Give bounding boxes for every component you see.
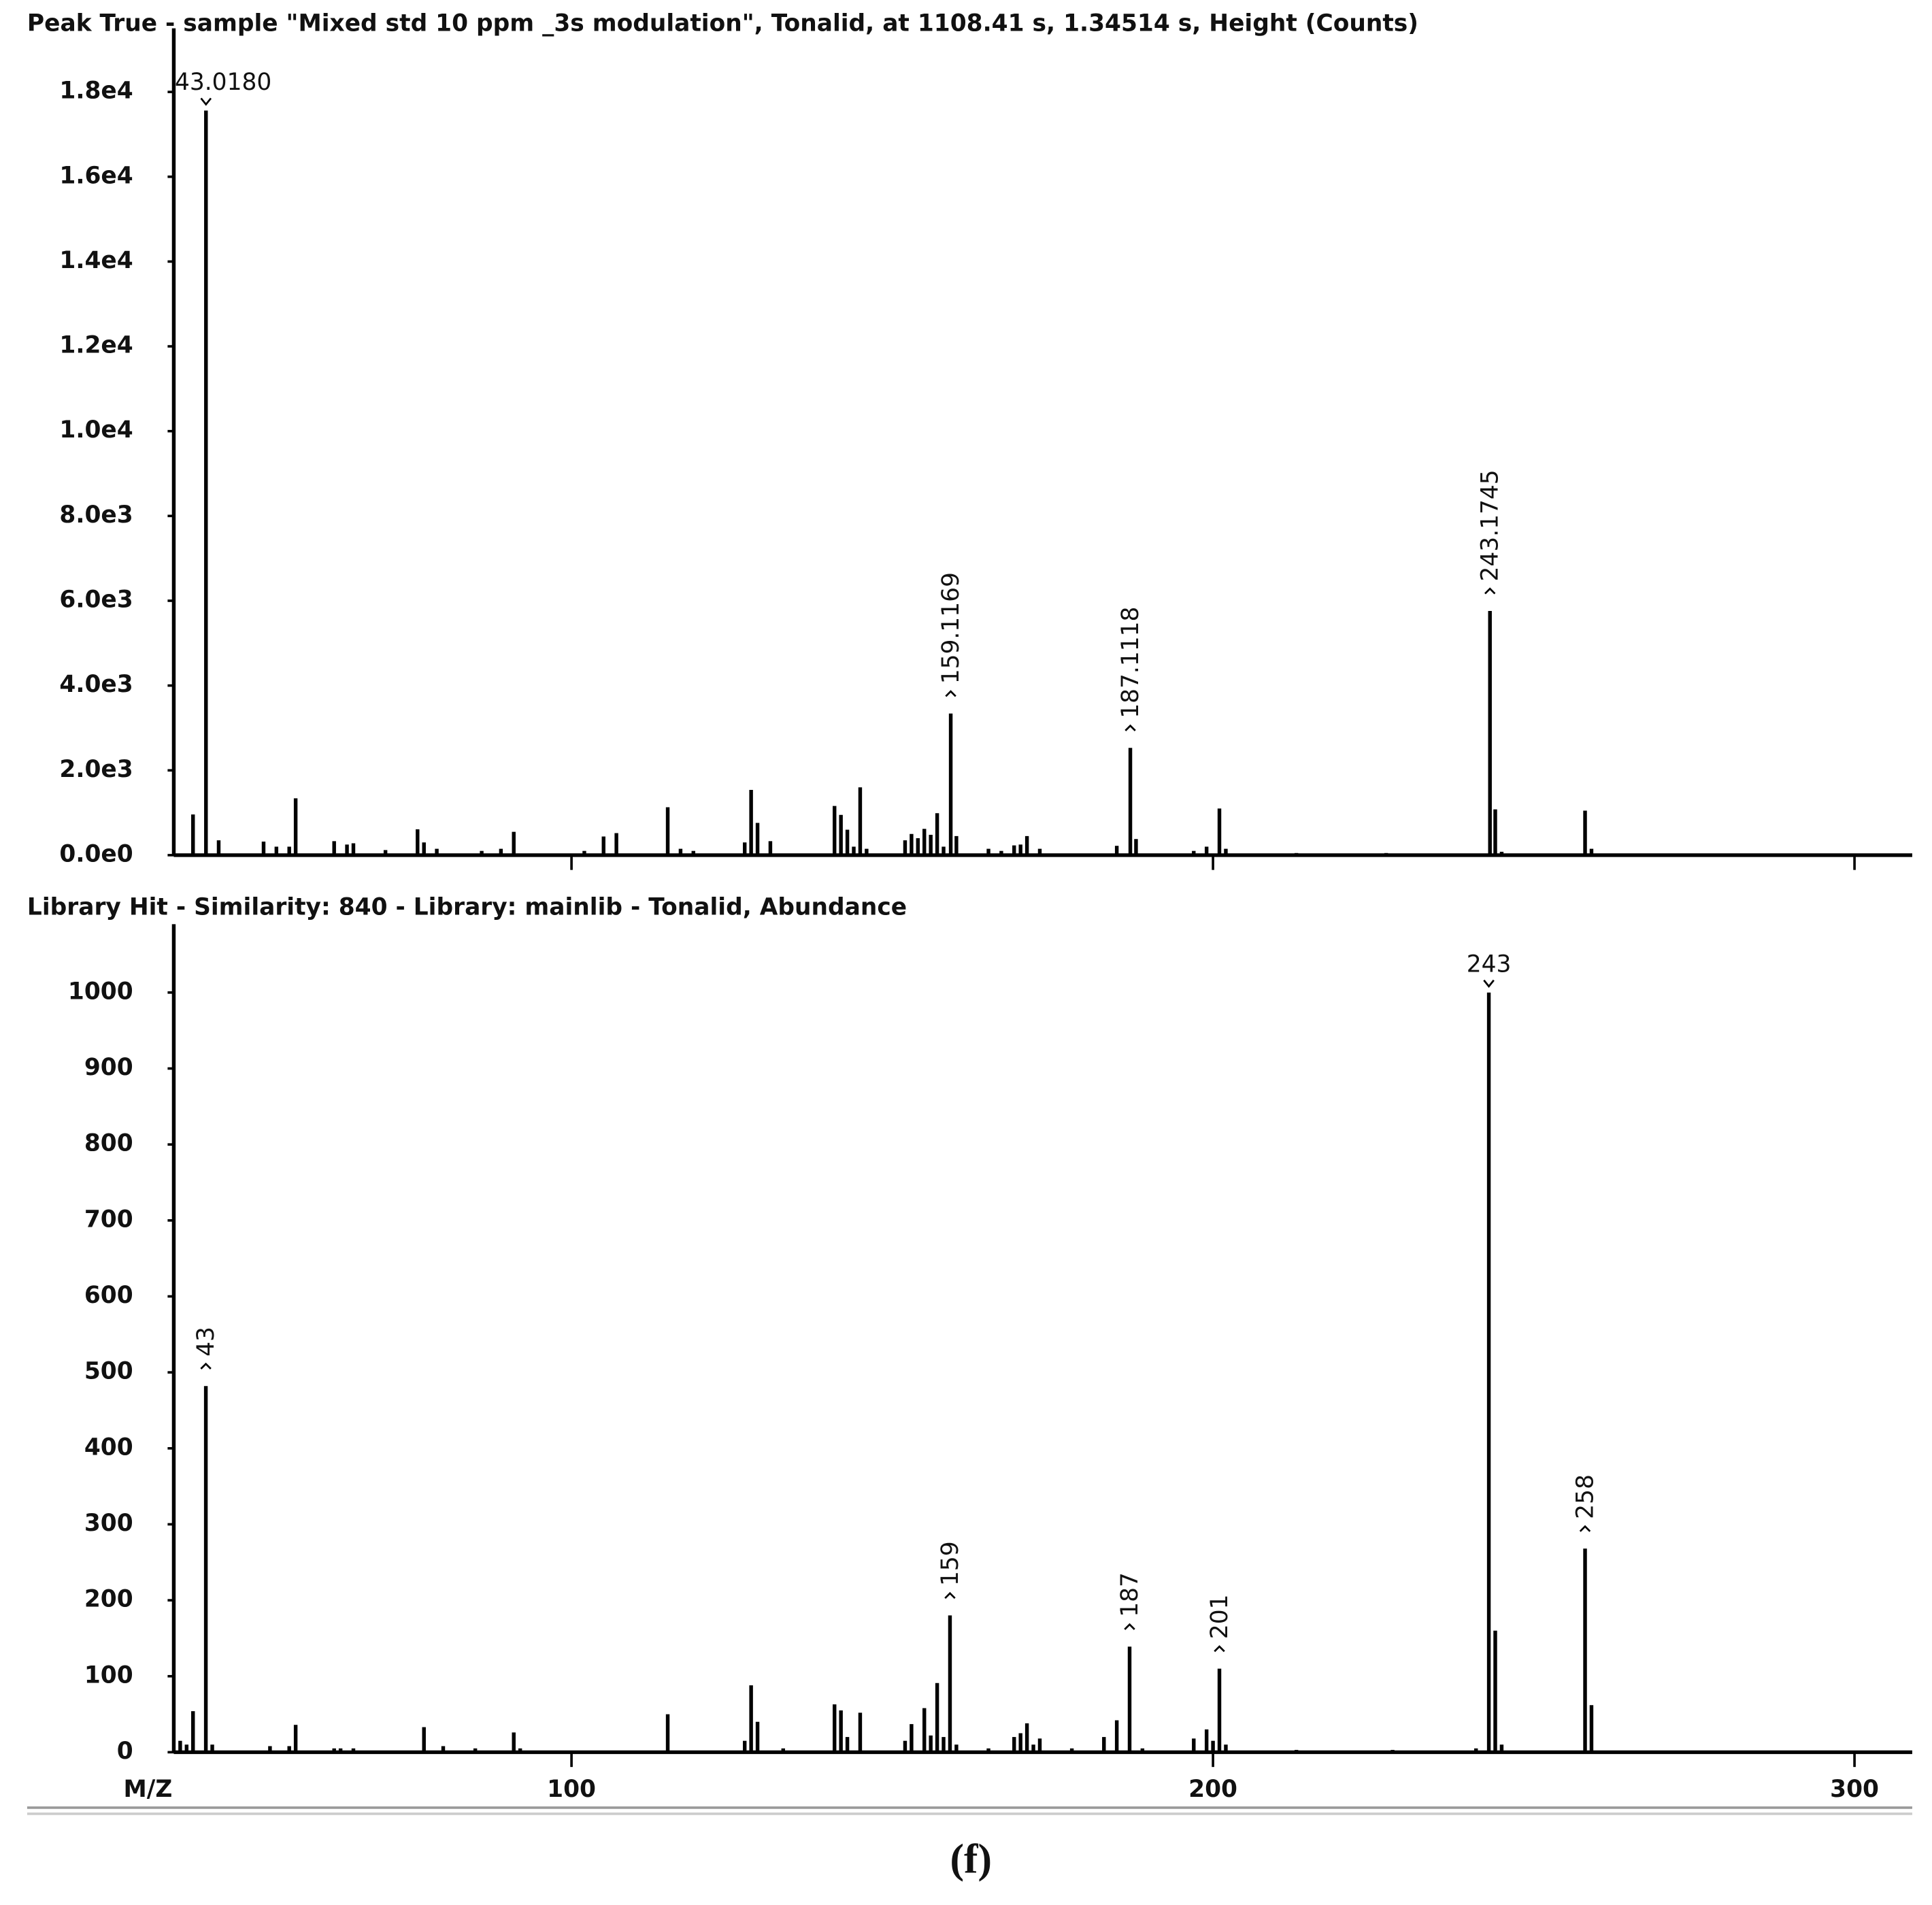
peak-label: 159.1169 (937, 572, 965, 684)
annotation-marker (1124, 1623, 1135, 1630)
y-tick-label: 500 (84, 1358, 133, 1385)
x-axis-label: M/Z (124, 1776, 173, 1803)
y-tick-label: 600 (84, 1282, 133, 1309)
y-tick-label: 300 (84, 1510, 133, 1537)
annotation-marker (200, 1362, 212, 1370)
chart-title: Peak True - sample "Mixed std 10 ppm _3s… (27, 10, 1418, 37)
peak-label: 187.1118 (1117, 607, 1144, 718)
annotation-marker (1125, 724, 1136, 731)
y-tick-label: 1.8e4 (59, 78, 133, 105)
y-tick-label: 6.0e3 (59, 586, 133, 613)
y-tick-label: 2.0e3 (59, 756, 133, 783)
x-tick-label: 100 (547, 1776, 596, 1803)
peak-label: 159 (937, 1541, 964, 1586)
annotation-marker (1214, 1645, 1225, 1653)
y-tick-label: 4.0e3 (59, 671, 133, 698)
y-tick-label: 8.0e3 (59, 501, 133, 529)
y-tick-label: 1.2e4 (59, 332, 133, 359)
peak-label: 243.1745 (1477, 469, 1504, 581)
annotation-marker (945, 690, 956, 697)
peak-label: 43 (193, 1327, 220, 1357)
annotation-marker (1483, 979, 1495, 988)
y-tick-label: 900 (84, 1054, 133, 1081)
annotation-marker (1579, 1525, 1591, 1532)
y-tick-label: 1.4e4 (59, 247, 133, 274)
y-tick-label: 700 (84, 1206, 133, 1233)
y-tick-label: 1.6e4 (59, 162, 133, 189)
y-tick-label: 1000 (68, 978, 133, 1005)
peak-label: 201 (1206, 1594, 1233, 1639)
y-tick-label: 400 (84, 1434, 133, 1461)
annotation-marker (944, 1591, 956, 1600)
annotation-marker (1484, 587, 1496, 595)
y-tick-label: 100 (84, 1661, 133, 1689)
y-tick-label: 0.0e0 (59, 840, 133, 867)
annotation-marker (200, 97, 212, 106)
caption: (f) (950, 1836, 992, 1883)
x-tick-label: 300 (1830, 1776, 1879, 1803)
y-tick-label: 200 (84, 1586, 133, 1613)
y-tick-label: 1.0e4 (59, 416, 133, 444)
peak-label: 258 (1571, 1474, 1599, 1519)
x-tick-label: 200 (1188, 1776, 1237, 1803)
y-tick-label: 0 (117, 1738, 133, 1765)
y-tick-label: 800 (84, 1130, 133, 1157)
peak-label: 187 (1116, 1572, 1144, 1617)
chart-title: Library Hit - Similarity: 840 - Library:… (27, 893, 907, 921)
peak-label: 243 (1467, 950, 1512, 978)
peak-label: 43.0180 (175, 69, 271, 96)
